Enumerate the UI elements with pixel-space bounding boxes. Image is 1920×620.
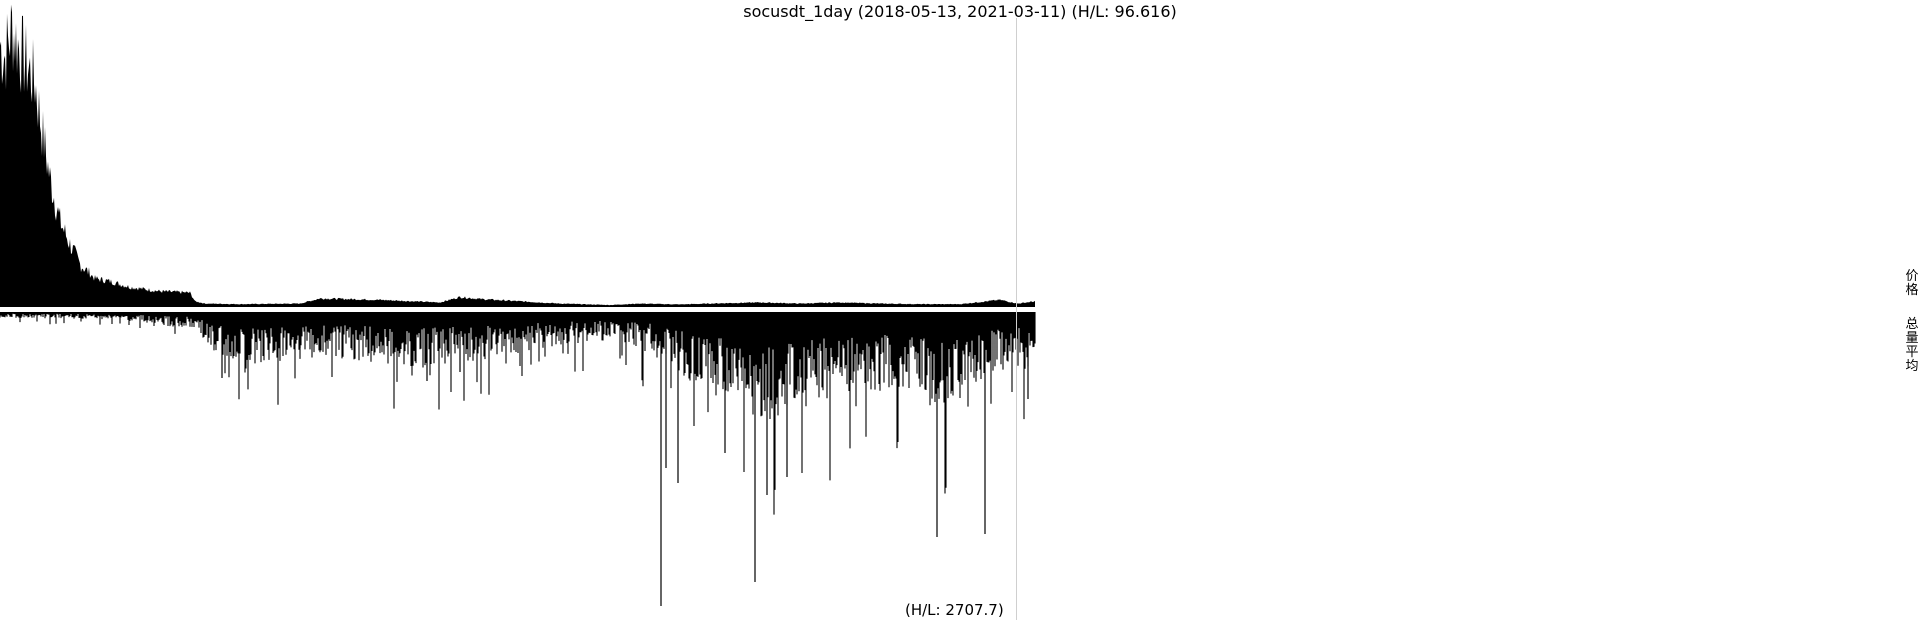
legend-volume-average: 总量平均 — [1905, 317, 1919, 374]
volume-average-series — [0, 312, 1036, 606]
volume-hl-label: (H/L: 2707.7) — [905, 601, 1004, 619]
price-series — [0, 4, 1035, 308]
volume-average-bars — [0, 312, 1036, 515]
price-area — [0, 4, 1035, 308]
legend: 价格 总量平均 — [1903, 270, 1920, 374]
chart-title: socusdt_1day (2018-05-13, 2021-03-11) (H… — [743, 2, 1177, 21]
legend-price: 价格 — [1905, 269, 1919, 298]
